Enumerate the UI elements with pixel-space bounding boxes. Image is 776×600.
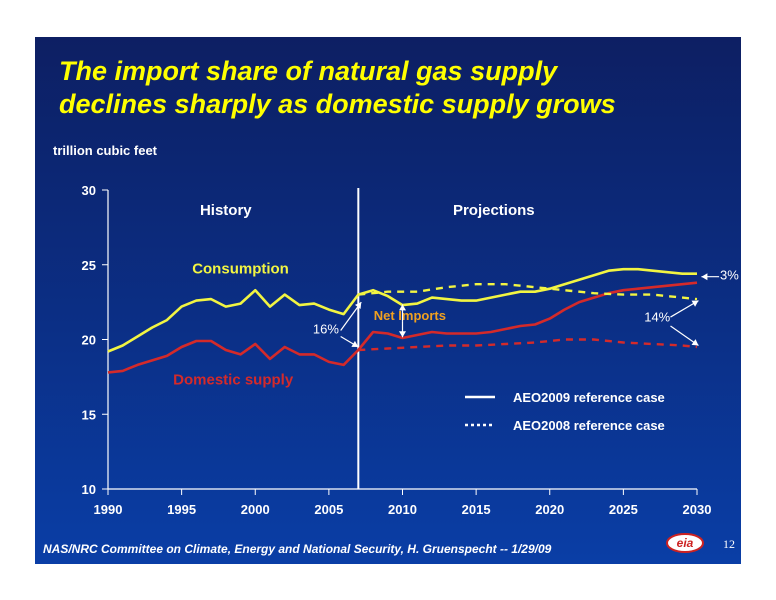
x-tick-label: 2000 (241, 502, 270, 517)
title-line-1: The import share of natural gas supply (59, 56, 558, 86)
x-tick-label: 2015 (462, 502, 491, 517)
pct14-arrow-down-head (691, 339, 699, 346)
y-tick-label: 30 (82, 183, 96, 198)
y-tick-label: 15 (82, 407, 96, 422)
x-tick-label: 2025 (609, 502, 638, 517)
net-imports-arrow-down-head (399, 331, 406, 338)
y-tick-label: 20 (82, 333, 96, 348)
annotation-domestic: Domestic supply (173, 371, 294, 388)
slide: The import share of natural gas supply d… (35, 37, 741, 564)
domestic-supply-line-aeo2009 (107, 281, 698, 374)
eia-logo: eia (666, 533, 704, 553)
domestic-supply-line-aeo2008 (358, 338, 698, 352)
pct3-arrow-head (701, 273, 708, 281)
history-label: History (200, 202, 252, 219)
annotation-net_imports: Net Imports (374, 308, 446, 323)
pct16-arrow-down-head (351, 340, 359, 347)
pct16-arrow-up-head (354, 302, 362, 310)
x-tick-label: 2005 (314, 502, 343, 517)
x-tick-label: 1990 (94, 502, 123, 517)
annotation-pct14: 14% (644, 310, 670, 325)
annotation-pct16: 16% (313, 322, 339, 337)
pct14-arrow-up-head (691, 300, 699, 307)
slide-title: The import share of natural gas supply d… (59, 55, 719, 121)
y-tick-label: 25 (82, 258, 96, 273)
footer-citation: NAS/NRC Committee on Climate, Energy and… (43, 542, 552, 556)
page-number: 12 (723, 537, 735, 551)
annotation-pct3: 3% (720, 268, 739, 283)
x-tick-label: 2010 (388, 502, 417, 517)
unit-label: trillion cubic feet (53, 143, 158, 158)
annotation-consumption: Consumption (192, 261, 289, 278)
legend-label-solid: AEO2009 reference case (513, 390, 665, 405)
net-imports-arrow-up-head (399, 304, 406, 311)
x-tick-label: 2030 (683, 502, 712, 517)
title-line-2: declines sharply as domestic supply grow… (59, 89, 616, 119)
x-tick-label: 1995 (167, 502, 196, 517)
legend-label-dotted: AEO2008 reference case (513, 418, 665, 433)
y-tick-label: 10 (82, 482, 96, 497)
projections-label: Projections (453, 202, 535, 219)
svg-text:eia: eia (677, 536, 694, 550)
x-tick-label: 2020 (535, 502, 564, 517)
